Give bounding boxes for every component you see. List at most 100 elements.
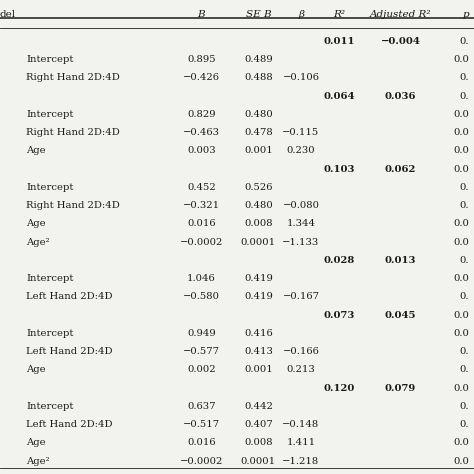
Text: 0.008: 0.008 xyxy=(244,219,273,228)
Text: Intercept: Intercept xyxy=(26,402,73,411)
Text: −0.080: −0.080 xyxy=(283,201,319,210)
Text: −0.463: −0.463 xyxy=(183,128,220,137)
Text: −0.166: −0.166 xyxy=(283,347,319,356)
Text: B: B xyxy=(198,10,205,19)
Text: −0.167: −0.167 xyxy=(283,292,319,301)
Text: p: p xyxy=(463,10,469,19)
Text: 0.001: 0.001 xyxy=(244,365,273,374)
Text: 0.213: 0.213 xyxy=(287,365,315,374)
Text: Right Hand 2D:4D: Right Hand 2D:4D xyxy=(26,73,120,82)
Text: R²: R² xyxy=(333,10,345,19)
Text: 0.062: 0.062 xyxy=(385,164,416,173)
Text: 0.419: 0.419 xyxy=(244,274,273,283)
Text: −0.004: −0.004 xyxy=(381,37,420,46)
Text: del: del xyxy=(0,10,16,19)
Text: Age²: Age² xyxy=(26,237,50,246)
Text: 0.: 0. xyxy=(460,73,469,82)
Text: 0.230: 0.230 xyxy=(287,146,315,155)
Text: 0.001: 0.001 xyxy=(244,146,273,155)
Text: Age: Age xyxy=(26,365,46,374)
Text: Left Hand 2D:4D: Left Hand 2D:4D xyxy=(26,292,112,301)
Text: −0.577: −0.577 xyxy=(183,347,220,356)
Text: Intercept: Intercept xyxy=(26,110,73,119)
Text: 0.016: 0.016 xyxy=(187,219,216,228)
Text: 0.452: 0.452 xyxy=(187,183,216,192)
Text: 0.016: 0.016 xyxy=(187,438,216,447)
Text: −0.106: −0.106 xyxy=(283,73,319,82)
Text: Adjusted R²: Adjusted R² xyxy=(370,10,431,19)
Text: Age: Age xyxy=(26,219,46,228)
Text: −0.148: −0.148 xyxy=(283,420,319,429)
Text: 0.488: 0.488 xyxy=(244,73,273,82)
Text: 0.895: 0.895 xyxy=(187,55,216,64)
Text: 0.407: 0.407 xyxy=(244,420,273,429)
Text: 0.003: 0.003 xyxy=(187,146,216,155)
Text: Intercept: Intercept xyxy=(26,274,73,283)
Text: Age: Age xyxy=(26,438,46,447)
Text: Left Hand 2D:4D: Left Hand 2D:4D xyxy=(26,420,112,429)
Text: Intercept: Intercept xyxy=(26,329,73,338)
Text: Left Hand 2D:4D: Left Hand 2D:4D xyxy=(26,347,112,356)
Text: 0.: 0. xyxy=(460,402,469,411)
Text: Age: Age xyxy=(26,146,46,155)
Text: 0.: 0. xyxy=(460,292,469,301)
Text: −0.580: −0.580 xyxy=(183,292,220,301)
Text: 0.036: 0.036 xyxy=(385,91,416,100)
Text: 0.637: 0.637 xyxy=(187,402,216,411)
Text: 0.0: 0.0 xyxy=(454,383,469,392)
Text: 0.0: 0.0 xyxy=(454,438,469,447)
Text: 1.411: 1.411 xyxy=(286,438,316,447)
Text: 0.: 0. xyxy=(460,347,469,356)
Text: Right Hand 2D:4D: Right Hand 2D:4D xyxy=(26,128,120,137)
Text: −1.133: −1.133 xyxy=(283,237,319,246)
Text: 0.0: 0.0 xyxy=(454,164,469,173)
Text: 1.344: 1.344 xyxy=(286,219,316,228)
Text: 0.0001: 0.0001 xyxy=(241,237,276,246)
Text: 0.011: 0.011 xyxy=(323,37,355,46)
Text: 0.0: 0.0 xyxy=(454,128,469,137)
Text: −0.115: −0.115 xyxy=(283,128,319,137)
Text: 0.045: 0.045 xyxy=(385,310,416,319)
Text: 0.120: 0.120 xyxy=(323,383,355,392)
Text: Right Hand 2D:4D: Right Hand 2D:4D xyxy=(26,201,120,210)
Text: −0.426: −0.426 xyxy=(183,73,220,82)
Text: 0.480: 0.480 xyxy=(244,110,273,119)
Text: 0.489: 0.489 xyxy=(244,55,273,64)
Text: −0.0002: −0.0002 xyxy=(180,456,223,465)
Text: 0.: 0. xyxy=(460,183,469,192)
Text: 0.0: 0.0 xyxy=(454,55,469,64)
Text: 0.0: 0.0 xyxy=(454,237,469,246)
Text: Intercept: Intercept xyxy=(26,183,73,192)
Text: 0.079: 0.079 xyxy=(385,383,416,392)
Text: 0.: 0. xyxy=(460,201,469,210)
Text: 0.442: 0.442 xyxy=(244,402,273,411)
Text: 0.: 0. xyxy=(460,91,469,100)
Text: −0.321: −0.321 xyxy=(183,201,220,210)
Text: −0.517: −0.517 xyxy=(183,420,220,429)
Text: 0.: 0. xyxy=(460,420,469,429)
Text: 0.0: 0.0 xyxy=(454,219,469,228)
Text: 0.949: 0.949 xyxy=(187,329,216,338)
Text: 0.013: 0.013 xyxy=(385,256,416,265)
Text: 0.0: 0.0 xyxy=(454,110,469,119)
Text: 0.073: 0.073 xyxy=(323,310,355,319)
Text: 0.064: 0.064 xyxy=(323,91,355,100)
Text: 0.002: 0.002 xyxy=(187,365,216,374)
Text: Age²: Age² xyxy=(26,456,50,465)
Text: 1.046: 1.046 xyxy=(187,274,216,283)
Text: 0.480: 0.480 xyxy=(244,201,273,210)
Text: 0.028: 0.028 xyxy=(323,256,355,265)
Text: 0.0: 0.0 xyxy=(454,274,469,283)
Text: 0.0: 0.0 xyxy=(454,456,469,465)
Text: 0.829: 0.829 xyxy=(187,110,216,119)
Text: 0.: 0. xyxy=(460,37,469,46)
Text: β: β xyxy=(298,10,304,19)
Text: 0.103: 0.103 xyxy=(323,164,355,173)
Text: 0.478: 0.478 xyxy=(244,128,273,137)
Text: 0.526: 0.526 xyxy=(244,183,273,192)
Text: −0.0002: −0.0002 xyxy=(180,237,223,246)
Text: 0.: 0. xyxy=(460,365,469,374)
Text: 0.008: 0.008 xyxy=(244,438,273,447)
Text: −1.218: −1.218 xyxy=(283,456,319,465)
Text: 0.0: 0.0 xyxy=(454,146,469,155)
